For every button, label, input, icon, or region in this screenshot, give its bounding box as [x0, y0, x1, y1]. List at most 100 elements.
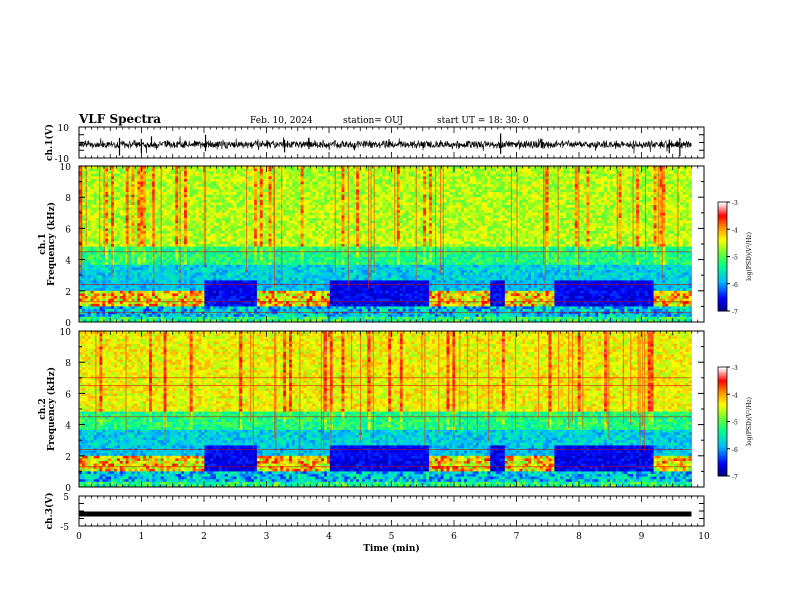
ch1-spectrogram-panel-cell — [221, 168, 226, 172]
ch1-spectrogram-panel-cell — [93, 212, 97, 216]
ch1-spectrogram-panel-cell — [184, 202, 188, 206]
ch1-spectrogram-panel-cell — [116, 319, 121, 323]
ch1-spectrogram-panel-cell — [81, 231, 86, 234]
ch1-spectrogram-panel-cell — [248, 168, 252, 172]
ch1-spectrogram-panel-cell — [114, 306, 118, 310]
ch1-spectrogram-panel-cell — [280, 319, 284, 323]
ch1-spectrogram-panel-cell — [259, 168, 264, 172]
ch1-spectrogram-panel-cell — [166, 290, 170, 294]
ch1-spectrogram-panel-cell — [189, 257, 194, 260]
ch1-spectrogram-panel-cell — [283, 293, 287, 297]
ch1-spectrogram-panel-cell — [154, 249, 159, 253]
ch1-spectrogram-panel-cell — [242, 199, 246, 203]
ch1-spectrogram-panel-cell — [265, 228, 269, 232]
ch1-spectrogram-panel-cell — [186, 303, 191, 307]
ch1-spectrogram-panel-cell — [309, 202, 313, 206]
ch1-spectrogram-panel-cell — [105, 212, 109, 216]
ch1-spectrogram-panel-cell — [297, 270, 302, 273]
ch1-spectrogram-panel-cell — [265, 166, 269, 169]
ch1-spectrogram-panel-cell — [84, 246, 89, 250]
ch1-spectrogram-panel-cell — [111, 301, 115, 305]
ch1-spectrogram-panel-cell — [131, 275, 135, 279]
ch1-spectrogram-panel-cell — [289, 228, 293, 232]
ch1-spectrogram-panel-cell — [119, 173, 124, 177]
ch1-spectrogram-panel-cell — [131, 267, 135, 271]
ch1-spectrogram-panel-cell — [265, 181, 269, 185]
ch1-spectrogram-panel-cell — [172, 280, 176, 284]
ch1-spectrogram-panel-cell — [116, 298, 121, 302]
ch1-spectrogram-panel-cell — [114, 316, 118, 320]
ch1-spectrogram-panel-cell — [277, 210, 281, 214]
ch1-spectrogram-panel-cell — [169, 251, 173, 255]
ch1-spectrogram-panel-cell — [210, 290, 214, 294]
ch1-spectrogram-panel-cell — [242, 202, 246, 206]
ch1-spectrogram-panel-cell — [184, 199, 188, 203]
ch1-spectrogram-panel-cell — [242, 272, 246, 276]
ch1-spectrogram-panel-cell — [166, 241, 170, 245]
ch1-spectrogram-panel-cell — [251, 270, 255, 273]
ch1-spectrogram-panel-cell — [116, 267, 121, 271]
ch1-spectrogram-panel-cell — [175, 168, 179, 172]
ch1-spectrogram-panel-cell — [114, 194, 118, 198]
ch1-spectrogram-panel-cell — [210, 168, 214, 172]
ch1-spectrogram-panel-cell — [137, 275, 141, 279]
ch1-spectrogram-panel-cell — [207, 220, 211, 224]
ch1-spectrogram-panel-cell — [227, 293, 232, 297]
ch1-spectrogram-panel-cell — [81, 296, 86, 299]
ch1-spectrogram-panel-cell — [172, 184, 176, 188]
ch1-spectrogram-panel-cell — [111, 220, 115, 224]
ch1-spectrogram-panel-cell — [201, 254, 205, 258]
ch1-spectrogram-panel-cell — [99, 303, 103, 307]
ch1-spectrogram-panel-cell — [99, 306, 103, 310]
ch1-spectrogram-panel-cell — [143, 176, 147, 180]
ch1-spectrogram-panel-cell — [198, 228, 202, 232]
ch1-spectrogram-panel-cell — [169, 290, 173, 294]
ch1-spectrogram-panel-cell — [268, 199, 272, 203]
ch1-spectrogram-panel-cell — [236, 244, 240, 247]
ch1-spectrogram-panel-cell — [303, 186, 307, 190]
ch1-spectrogram-panel-cell — [186, 285, 191, 289]
ch1-spectrogram-panel-cell — [303, 272, 307, 276]
ch1-spectrogram-panel-cell — [277, 277, 281, 281]
ch1-spectrogram-panel-cell — [306, 166, 310, 169]
ch1-spectrogram-panel-cell — [146, 290, 150, 294]
ch1-spectrogram-panel-cell — [233, 249, 237, 253]
ch1-spectrogram-panel-cell — [289, 251, 293, 255]
ch1-spectrogram-panel-cell — [175, 166, 179, 169]
ch1-spectrogram-panel-cell — [154, 233, 159, 237]
ch1-spectrogram-panel-cell — [300, 205, 304, 208]
ch1-spectrogram-panel-cell — [254, 197, 258, 201]
ch1-spectrogram-panel-cell — [236, 262, 240, 266]
ch1-spectrogram-panel-cell — [216, 296, 220, 299]
ch1-spectrogram-panel-cell — [143, 166, 147, 169]
ch1-spectrogram-panel-cell — [201, 166, 205, 169]
ch1-spectrogram-panel-cell — [303, 264, 307, 268]
ch1-spectrogram-panel-cell — [157, 309, 162, 312]
ch1-spectrogram-panel-cell — [224, 197, 229, 201]
ch1-spectrogram-panel-cell — [149, 233, 153, 237]
ch1-spectrogram-panel-cell — [213, 184, 217, 188]
ch1-spectrogram-panel-cell — [134, 244, 138, 247]
ch1-spectrogram-panel-cell — [230, 293, 234, 297]
ch1-spectrogram-panel-cell — [256, 186, 261, 190]
ch1-spectrogram-panel-cell — [154, 257, 159, 260]
ch1-spectrogram-panel-cell — [259, 238, 264, 242]
ch1-spectrogram-panel-cell — [286, 244, 290, 247]
ch1-spectrogram-panel-cell — [172, 251, 176, 255]
ch1-spectrogram-panel-cell — [87, 241, 92, 245]
ch1-spectrogram-panel-cell — [277, 192, 281, 195]
ch1-spectrogram-panel-cell — [213, 316, 217, 320]
ch1-spectrogram-panel-cell — [154, 293, 159, 297]
ch1-spectrogram-panel-cell — [184, 238, 188, 242]
ch1-spectrogram-panel-cell — [169, 275, 173, 279]
ch1-spectrogram-panel-cell — [119, 314, 124, 318]
ch1-spectrogram-panel-cell — [93, 236, 97, 240]
ch1-spectrogram-panel-cell — [216, 288, 220, 292]
ch1-spectrogram-panel-cell — [224, 290, 229, 294]
ch1-spectrogram-panel-cell — [306, 210, 310, 214]
ch1-spectrogram-panel-cell — [96, 225, 100, 229]
ch1-spectrogram-panel-cell — [186, 241, 191, 245]
ch1-spectrogram-panel-cell — [227, 275, 232, 279]
ch1-spectrogram-panel-cell — [143, 288, 147, 292]
ch1-spectrogram-panel-cell — [248, 215, 252, 219]
